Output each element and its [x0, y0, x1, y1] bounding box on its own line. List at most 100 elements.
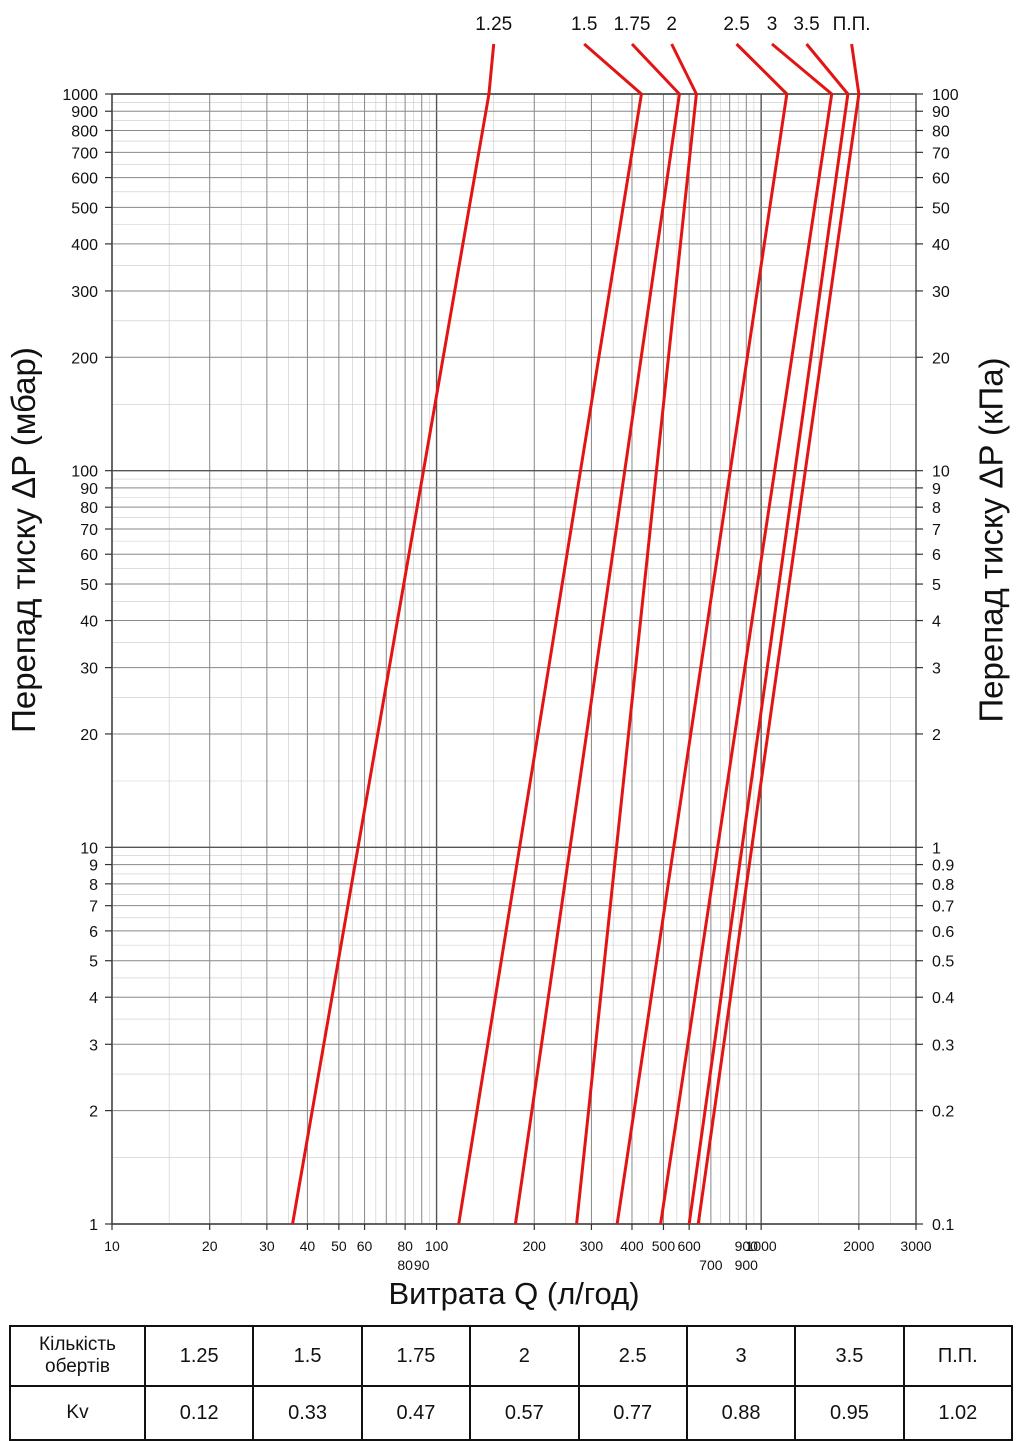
- y-left-tick-label: 90: [80, 481, 98, 498]
- series-lines: [291, 42, 861, 1225]
- y-right-tick-label: 0.4: [932, 990, 954, 1007]
- series-line: [291, 43, 496, 1225]
- series-line: [513, 42, 681, 1225]
- x-tick-label: 100: [425, 1238, 449, 1254]
- x-tick-label: 40: [300, 1238, 316, 1254]
- series-labels: 1.25 1.5 1.75 2 2.5 3 3.5 П.П.: [475, 14, 870, 35]
- turns-cell: 3.5: [794, 1325, 905, 1387]
- y-left-tick-label: 1000: [62, 87, 98, 104]
- y-right-tick-label: 0.5: [932, 954, 954, 971]
- kv-cell: 0.57: [469, 1385, 580, 1441]
- y-right-tick-label: 0.6: [932, 924, 954, 941]
- kv-cell: 0.47: [360, 1385, 472, 1441]
- x-tick-label: 50: [331, 1238, 347, 1254]
- turns-cell: 3: [685, 1325, 797, 1387]
- y-axis-right-title: Перепад тиску ΔP (кПа): [973, 180, 1010, 900]
- y-left-tick-label: 40: [80, 614, 98, 631]
- y-right-tick-label: 80: [932, 124, 950, 141]
- y-right-tick-label: 8: [932, 500, 941, 517]
- y-right-tick-label: 1: [932, 840, 941, 857]
- turns-cell: 1.5: [252, 1325, 363, 1387]
- y-right-tick-label: 10: [932, 464, 950, 481]
- x-tick-label: 1000: [746, 1238, 777, 1254]
- kv-cell: 0.88: [685, 1385, 797, 1441]
- series-line: [615, 42, 789, 1225]
- y-right-tick-label: 20: [932, 350, 950, 367]
- y-left-tick-label: 400: [71, 237, 98, 254]
- turns-cell: 1.25: [143, 1325, 255, 1387]
- y-left-tick-label: 20: [80, 727, 98, 744]
- y-left-tick-label: 10: [80, 840, 98, 857]
- y-right-tick-label: 3: [932, 661, 941, 678]
- turns-header-line2: обертів: [45, 1356, 110, 1377]
- y-left-tick-label: 60: [80, 547, 98, 564]
- turns-cell: 2: [469, 1325, 580, 1387]
- x-tick-label: 10: [104, 1238, 120, 1254]
- y-right-tick-label: 2: [932, 727, 941, 744]
- x-tick-label: 30: [259, 1238, 275, 1254]
- turns-header-line1: Кількість: [39, 1334, 116, 1355]
- grid-minor-lines: [111, 94, 917, 1225]
- x-tick-label: 2000: [843, 1238, 874, 1254]
- x-tick-sublabel: 90: [414, 1257, 430, 1273]
- x-tick-sublabel: 80: [397, 1257, 413, 1273]
- y-axis-right-title-text: Перепад тиску ΔP (кПа): [973, 357, 1010, 723]
- x-axis-title: Витрата Q (л/год): [388, 1276, 640, 1311]
- turns-row: Кількість обертів 1.25 1.5 1.75 2 2.5 3 …: [9, 1325, 1014, 1387]
- y-right-tick-label: 30: [932, 284, 950, 301]
- series-line: [696, 43, 861, 1225]
- y-left-tick-label: 800: [71, 124, 98, 141]
- y-right-tick-label: 7: [932, 522, 941, 539]
- y-left-tick-label: 70: [80, 522, 98, 539]
- x-tick-label: 300: [580, 1238, 604, 1254]
- y-left-tick-label: 1: [89, 1217, 98, 1234]
- kv-cell: 0.12: [143, 1385, 255, 1441]
- series-line: [457, 42, 643, 1225]
- x-tick-label: 60: [357, 1238, 373, 1254]
- series-label: 2: [666, 14, 677, 35]
- y-left-tick-label: 50: [80, 577, 98, 594]
- y-axis-left-title: Перепад тиску ΔP (мбар): [5, 180, 43, 900]
- series-label: 2.5: [723, 14, 749, 35]
- y-left-tick-label: 30: [80, 661, 98, 678]
- y-right-tick-label: 100: [932, 87, 959, 104]
- series-label: 3.5: [793, 14, 819, 35]
- y-right-tick-label: 0.1: [932, 1217, 954, 1234]
- kv-cell: 0.77: [577, 1385, 688, 1441]
- y-right-tick-label: 0.8: [932, 877, 954, 894]
- x-tick-label: 20: [202, 1238, 218, 1254]
- turns-header-cell: Кількість обертів: [9, 1325, 146, 1387]
- y-left-tick-label: 3: [89, 1037, 98, 1054]
- y-right-tick-label: 0.3: [932, 1037, 954, 1054]
- x-tick-label: 400: [620, 1238, 644, 1254]
- y-right-tick-label: 40: [932, 237, 950, 254]
- y-left-tick-label: 200: [71, 350, 98, 367]
- y-left-tick-label: 80: [80, 500, 98, 517]
- y-right-tick-label: 0.7: [932, 899, 954, 916]
- plot-border: [111, 93, 917, 1225]
- y-axis-left-title-text: Перепад тиску ΔP (мбар): [5, 347, 43, 733]
- x-tick-label: 900: [735, 1238, 759, 1254]
- y-right-tick-label: 0.9: [932, 858, 954, 875]
- y-left-tick-label: 7: [89, 899, 98, 916]
- series-line: [575, 43, 698, 1225]
- y-left-tick-label: 700: [71, 145, 98, 162]
- x-tick-label: 200: [523, 1238, 547, 1254]
- x-tick-label: 500: [652, 1238, 676, 1254]
- series-label: 1.5: [571, 14, 597, 35]
- x-tick-label: 3000: [900, 1238, 931, 1254]
- kv-cell: 0.33: [252, 1385, 363, 1441]
- y-left-tick-label: 500: [71, 200, 98, 217]
- y-right-tick-label: 9: [932, 481, 941, 498]
- kv-table: Кількість обертів 1.25 1.5 1.75 2 2.5 3 …: [9, 1325, 1014, 1441]
- series-line: [659, 42, 834, 1225]
- plot-frame: [111, 93, 917, 1225]
- kv-row: Kv 0.12 0.33 0.47 0.57 0.77 0.88 0.95 1.…: [9, 1385, 1014, 1441]
- y-left-tick-label: 100: [71, 464, 98, 481]
- y-left-tick-label: 8: [89, 877, 98, 894]
- turns-cell: 2.5: [577, 1325, 688, 1387]
- x-tick-sublabel: 700: [699, 1257, 723, 1273]
- pressure-flow-chart: 1234567891020304050607080901002003004005…: [62, 14, 959, 1273]
